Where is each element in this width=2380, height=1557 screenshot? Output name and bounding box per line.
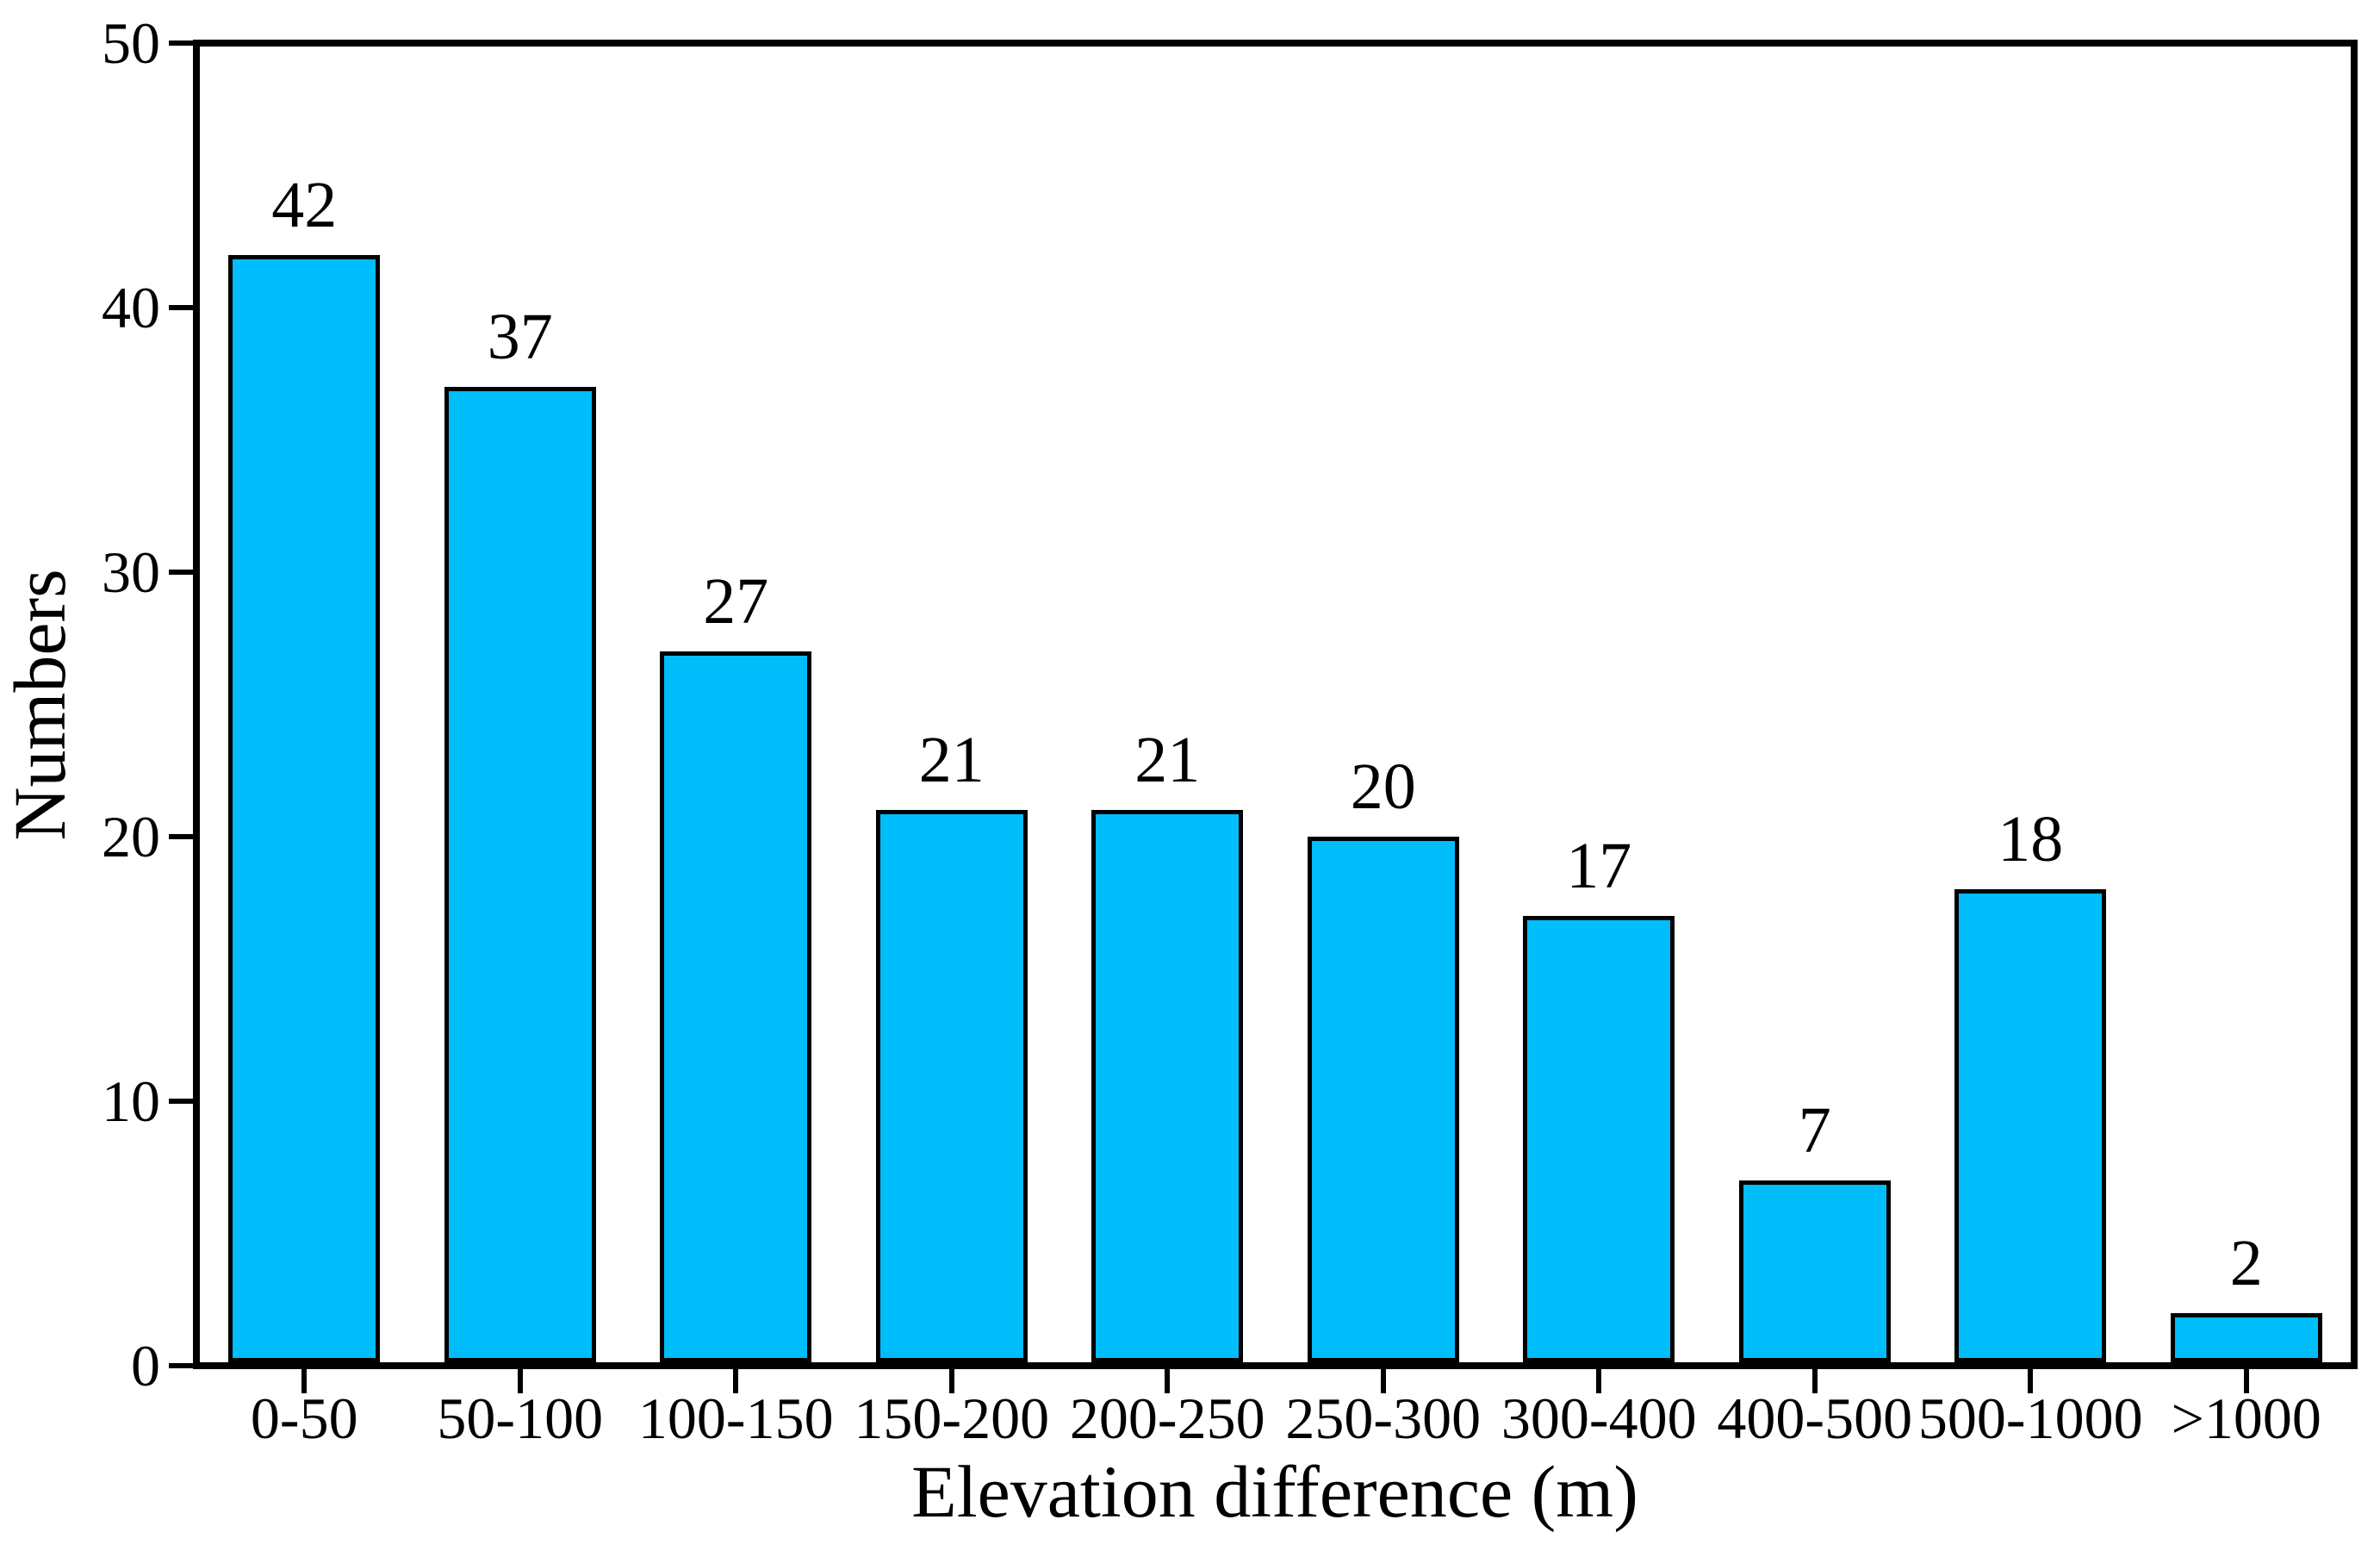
x-tick <box>517 1369 523 1393</box>
x-tick <box>733 1369 739 1393</box>
x-tick-label: 400-500 <box>1717 1386 1913 1451</box>
bar <box>1738 1180 1891 1362</box>
y-tick <box>169 40 193 46</box>
y-tick-label: 50 <box>102 10 160 76</box>
bar <box>1954 889 2107 1362</box>
y-tick-label: 0 <box>131 1333 160 1398</box>
x-tick <box>948 1369 954 1393</box>
bar-value-label: 42 <box>271 168 338 241</box>
x-tick-label: 250-300 <box>1285 1386 1482 1451</box>
x-tick <box>1380 1369 1386 1393</box>
y-tick <box>169 1363 193 1368</box>
y-axis-title: Numbers <box>0 569 81 841</box>
x-tick-label: 500-1000 <box>1917 1386 2143 1451</box>
bar-value-label: 27 <box>703 565 769 638</box>
bar <box>875 810 1028 1362</box>
x-tick-label: 150-200 <box>854 1386 1050 1451</box>
bar <box>1091 810 1244 1362</box>
y-tick <box>169 305 193 310</box>
x-tick-label: 300-400 <box>1501 1386 1697 1451</box>
bar-value-label: 17 <box>1566 830 1632 903</box>
bar-value-label: 2 <box>2229 1226 2263 1299</box>
x-tick-label: >1000 <box>2171 1386 2321 1451</box>
x-tick-label: 100-150 <box>637 1386 834 1451</box>
bar <box>1307 837 1459 1362</box>
x-tick <box>301 1369 308 1393</box>
bar <box>444 387 596 1362</box>
y-tick <box>169 834 193 839</box>
x-tick <box>2028 1369 2034 1393</box>
x-tick <box>1596 1369 1602 1393</box>
y-tick <box>169 570 193 575</box>
bar-value-label: 18 <box>1998 803 2064 876</box>
x-tick-label: 0-50 <box>250 1386 358 1451</box>
x-tick-label: 200-250 <box>1069 1386 1265 1451</box>
y-tick-label: 30 <box>102 539 160 605</box>
x-axis-title: Elevation difference (m) <box>911 1450 1638 1533</box>
bar-value-label: 21 <box>1134 724 1201 797</box>
y-tick-label: 40 <box>102 275 160 340</box>
bar-value-label: 7 <box>1798 1094 1831 1168</box>
x-tick <box>2243 1369 2249 1393</box>
bar-value-label: 37 <box>487 301 553 374</box>
bar-value-label: 21 <box>918 724 985 797</box>
x-tick-label: 50-100 <box>437 1386 604 1451</box>
y-tick-label: 10 <box>102 1068 160 1134</box>
plot-frame <box>193 40 2358 1369</box>
y-tick <box>169 1099 193 1104</box>
bar <box>2170 1312 2322 1362</box>
x-tick <box>1811 1369 1818 1393</box>
bar-value-label: 20 <box>1350 750 1416 823</box>
bar <box>1523 916 1675 1362</box>
x-tick <box>1165 1369 1171 1393</box>
bar <box>660 651 812 1362</box>
y-tick-label: 20 <box>102 804 160 869</box>
bar <box>228 254 381 1362</box>
